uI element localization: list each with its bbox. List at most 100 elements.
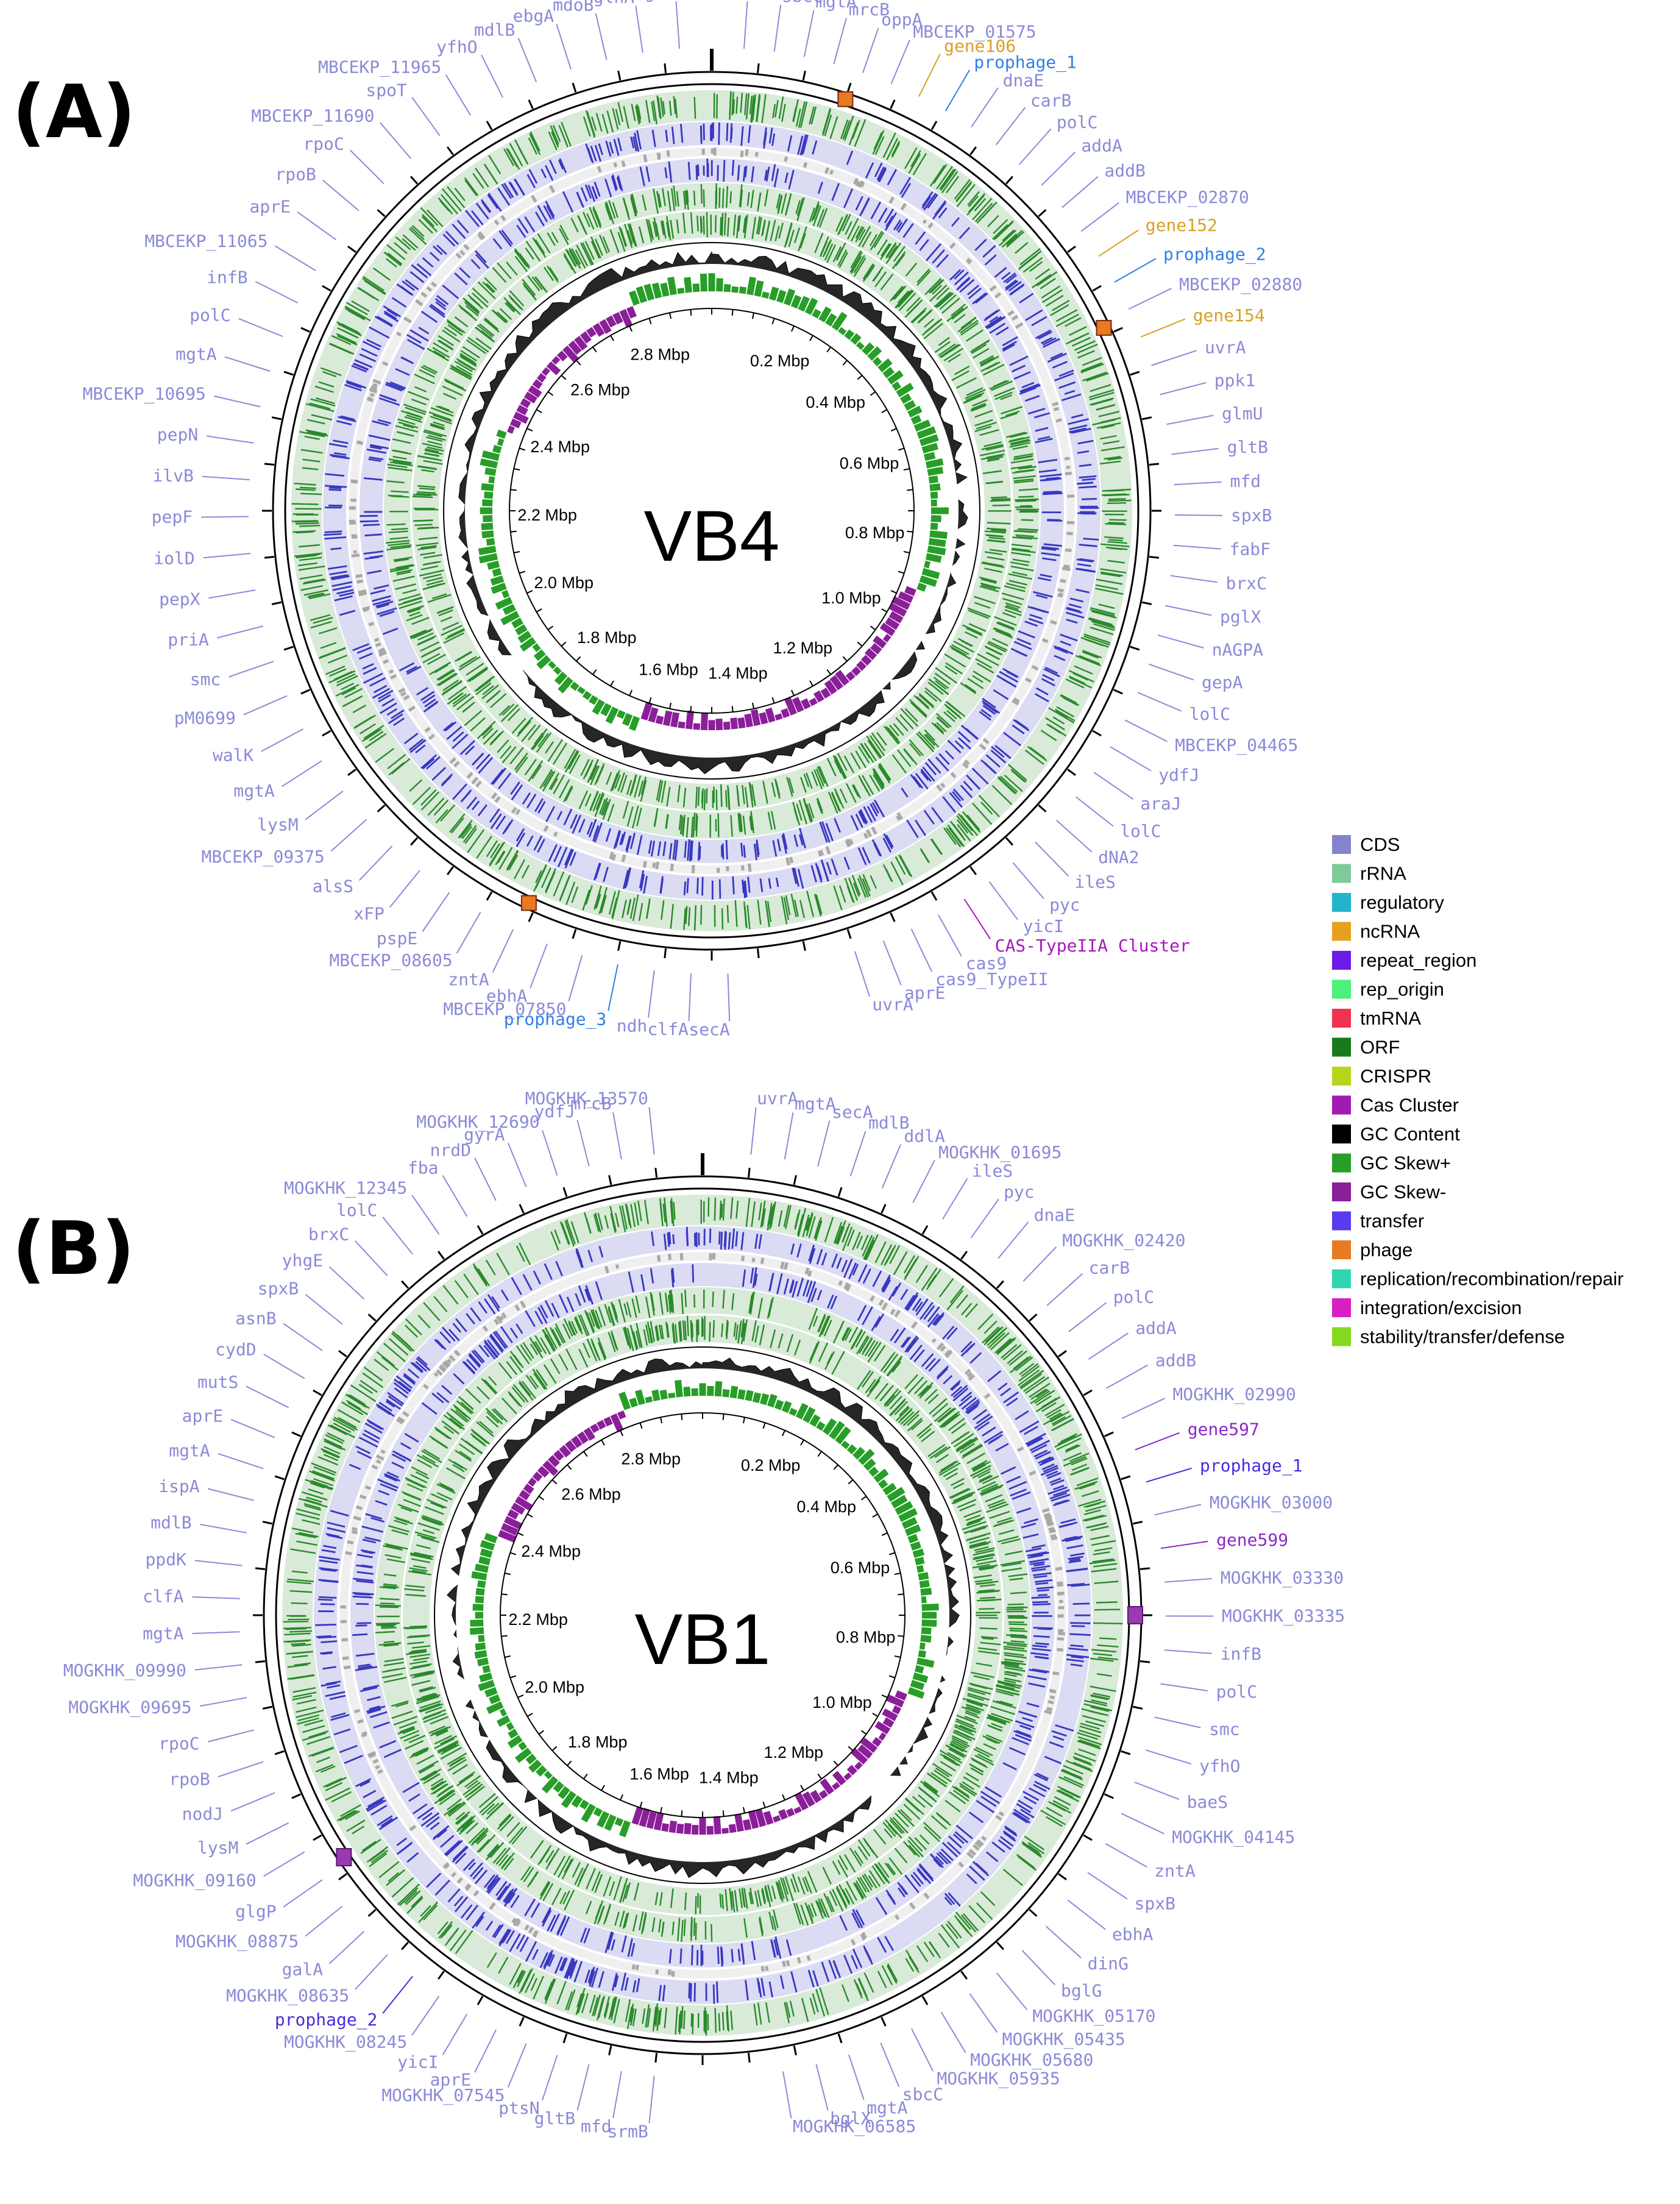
panel-b-gene-label: spxB	[1135, 1893, 1175, 1913]
legend-swatch	[1332, 1153, 1351, 1173]
panel-a-outer-tick	[1005, 837, 1013, 846]
panel-b-gene-label: nodJ	[182, 1804, 223, 1824]
panel-a-leader-line	[988, 881, 1018, 920]
panel-b-leader-line	[784, 1112, 794, 1160]
panel-a-outer-tick	[283, 645, 294, 651]
panel-a-leader-line	[445, 74, 472, 116]
legend-label: rep_origin	[1360, 979, 1444, 1000]
panel-a-gene-label: mgtA	[634, 0, 676, 2]
panel-b-gene-label: gltB	[534, 2108, 575, 2128]
panel-a-gene-label: polC	[190, 305, 230, 325]
panel-b-inner-ring-1	[434, 1346, 971, 1884]
panel-a-scale-tick	[592, 669, 597, 675]
panel-b-leader-line	[576, 1120, 590, 1167]
panel-a-gene-label: iolD	[154, 548, 194, 568]
panel-a-gene-label: sbcC	[782, 0, 823, 6]
panel-b-outer-tick	[1083, 1389, 1093, 1396]
panel-a-scale-tick	[731, 706, 734, 713]
panel-a-gene-label: priA	[168, 630, 209, 650]
panel-b-gene-label: asnB	[235, 1308, 276, 1328]
panel-b-scale-tick	[881, 1694, 888, 1698]
panel-b-feature-ticks-1	[315, 1226, 1091, 2004]
legend-label: ncRNA	[1360, 921, 1420, 942]
panel-b-outer-tick	[1029, 1908, 1038, 1917]
panel-a-leader-line	[1080, 202, 1120, 232]
panel-b-scale-tick	[551, 1479, 558, 1485]
panel-a-gene-label: ndh	[617, 1015, 648, 1036]
panel-a-leader-line	[1093, 772, 1134, 800]
panel-b-outer-tick	[262, 1521, 273, 1525]
panel-b-outer-tick	[401, 1280, 409, 1289]
panel-a-gene-label: MBCEKP_01575	[913, 22, 1036, 43]
panel-b-gene-label: uvrA	[757, 1089, 798, 1109]
panel-b-gene-label: smc	[1209, 1719, 1240, 1740]
panel-b-outer-tick	[438, 1971, 445, 1980]
panel-a-gene-label: ebgA	[513, 5, 555, 26]
panel-b-leader-line	[411, 1996, 440, 2036]
panel-b-outer-tick	[608, 1175, 612, 1186]
panel-a-leader-line	[481, 54, 503, 98]
panel-b-gene-label: clfA	[143, 1587, 184, 1607]
panel-b-outer-tick	[519, 2016, 525, 2027]
panel-b-gene-label: addB	[1155, 1351, 1196, 1371]
panel-a-leader-line	[688, 973, 692, 1022]
panel-b-outer-tick	[338, 1350, 347, 1357]
panel-b-gene-label: bglX	[830, 2108, 871, 2128]
panel-b-outer-tick	[562, 2033, 568, 2044]
panel-b-outer-tick	[996, 1941, 1004, 1950]
panel-b-center-title: VB1	[634, 1599, 770, 1680]
panel-a-leader-line	[648, 970, 655, 1018]
panel-a-leader-line	[1055, 819, 1093, 853]
panel-a-outer-tick	[756, 948, 760, 959]
panel-a-outer-tick	[1130, 371, 1140, 376]
panel-a-gene-label: mfd	[1230, 471, 1261, 491]
panel-b-gene-label: zntA	[1154, 1861, 1196, 1881]
panel-a-outer-tick	[617, 70, 622, 81]
legend-swatch	[1332, 1009, 1351, 1028]
panel-a-outer-tick	[322, 285, 331, 292]
panel-a-scale-tick	[648, 318, 652, 325]
panel-a-gc-skew-minus-track	[507, 306, 916, 731]
panel-b-leader-line	[442, 2013, 468, 2055]
legend-label: GC Skew-	[1360, 1181, 1446, 1203]
panel-a-leader-line	[635, 5, 643, 53]
panel-b-leader-line	[970, 1198, 999, 1239]
panel-b-gene-label: pyc	[1004, 1182, 1035, 1202]
panel-a-gene-label: nAGPA	[1212, 640, 1263, 660]
panel-a-leader-line	[517, 38, 537, 82]
legend-swatch	[1332, 1125, 1351, 1143]
legend-swatch	[1332, 1037, 1351, 1057]
panel-b-leader-line	[996, 1972, 1028, 2010]
panel-a-gene-label: MBCEKP_08605	[329, 950, 452, 971]
panel-b-scale-tick	[526, 1513, 533, 1518]
panel-b-scale-tick	[659, 1417, 663, 1424]
panel-a-gene-label: prophage_3	[504, 1009, 607, 1029]
panel-b-gene-label: MOGKHK_09695	[68, 1697, 191, 1718]
legend-label: integration/excision	[1360, 1297, 1522, 1318]
panel-a-leader-line	[963, 898, 991, 939]
panel-b-scale-tick	[526, 1713, 533, 1717]
panel-a-scale-tick	[690, 309, 692, 316]
panel-a-outer-tick	[969, 866, 977, 875]
panel-b-gene-label: polC	[1216, 1682, 1257, 1702]
panel-b-gene-label: MOGKHK_06585	[793, 2116, 916, 2137]
panel-b-mbp-label: 1.8 Mbp	[568, 1733, 628, 1751]
panel-b-outer-tick	[881, 2016, 887, 2027]
panel-a-gene-label: mdlB	[474, 20, 515, 40]
panel-b-leader-line	[1145, 1749, 1191, 1765]
panel-a-outer-tick	[486, 121, 493, 130]
panel-b-mbp-label: 1.6 Mbp	[629, 1765, 689, 1783]
panel-b-scale-tick	[848, 1746, 854, 1751]
panel-a-leader-line	[1170, 575, 1217, 583]
panel-a-gc-skew-plus-track	[478, 273, 949, 731]
panel-b-gene-label: MOGKHK_13570	[525, 1089, 648, 1109]
panel-a-outer-tick	[264, 463, 275, 466]
panel-b-gene-label: nrdD	[430, 1140, 471, 1160]
panel-b-scale-tick	[833, 1464, 838, 1470]
panel-a-leader-line	[773, 4, 782, 52]
panel-a-scale-tick	[510, 530, 517, 533]
panel-a-mbp-label: 2.8 Mbp	[630, 346, 690, 364]
panel-b-scale-tick	[583, 1451, 588, 1457]
panel-b-leader-lines	[192, 1107, 1214, 2124]
panel-a-leader-line	[1098, 229, 1139, 257]
